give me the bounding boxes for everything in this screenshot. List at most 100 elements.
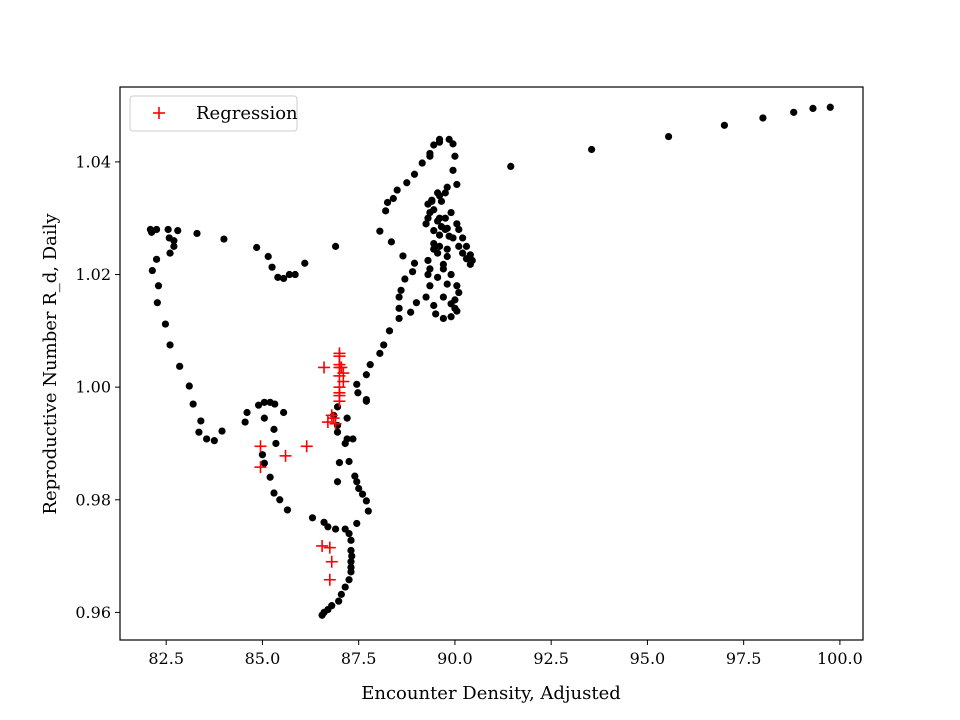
data-point bbox=[424, 256, 432, 265]
data-point bbox=[809, 104, 817, 112]
data-point bbox=[271, 400, 279, 408]
data-point bbox=[439, 314, 447, 323]
data-point bbox=[164, 225, 172, 234]
data-point bbox=[441, 189, 449, 197]
data-point bbox=[243, 408, 251, 417]
data-point bbox=[366, 361, 374, 369]
data-point bbox=[283, 506, 292, 514]
data-point bbox=[426, 282, 434, 290]
data-point bbox=[383, 198, 392, 207]
data-point bbox=[343, 414, 351, 422]
data-point bbox=[426, 152, 434, 160]
data-point bbox=[270, 425, 278, 433]
data-point bbox=[382, 207, 390, 215]
regression-point bbox=[300, 440, 313, 453]
data-point bbox=[790, 108, 798, 116]
data-point bbox=[443, 183, 451, 191]
y-axis-label: Reproductive Number R_d, Daily bbox=[40, 213, 61, 515]
data-point bbox=[385, 327, 394, 335]
data-point bbox=[455, 242, 463, 250]
data-point bbox=[449, 166, 457, 174]
regression-point bbox=[254, 440, 267, 453]
x-tick-label: 85.0 bbox=[245, 649, 281, 668]
data-point bbox=[424, 270, 432, 279]
plot-marks bbox=[146, 103, 834, 619]
data-point bbox=[266, 473, 274, 481]
data-point bbox=[447, 270, 455, 279]
data-point bbox=[345, 457, 353, 466]
data-point bbox=[270, 489, 278, 497]
regression-point bbox=[323, 541, 336, 554]
data-point bbox=[459, 234, 467, 242]
y-tick-label: 1.00 bbox=[75, 378, 111, 397]
data-point bbox=[455, 225, 463, 234]
x-tick-label: 95.0 bbox=[630, 649, 666, 668]
data-point bbox=[301, 259, 309, 267]
data-point bbox=[364, 507, 372, 515]
data-point bbox=[154, 282, 163, 290]
data-point bbox=[197, 417, 205, 425]
data-point bbox=[185, 382, 193, 390]
data-point bbox=[410, 259, 419, 267]
data-point bbox=[403, 179, 411, 187]
data-point bbox=[174, 226, 182, 235]
x-tick-label: 90.0 bbox=[437, 649, 473, 668]
data-point bbox=[260, 414, 268, 422]
regression-point bbox=[318, 361, 331, 374]
data-point bbox=[435, 138, 444, 146]
data-point bbox=[355, 484, 363, 493]
data-point bbox=[447, 208, 455, 217]
data-point bbox=[376, 227, 384, 235]
data-point bbox=[260, 459, 268, 467]
data-point bbox=[362, 497, 370, 505]
legend-label-regression: Regression bbox=[196, 103, 298, 124]
data-point bbox=[272, 439, 280, 448]
regression-point bbox=[325, 409, 338, 422]
data-point bbox=[153, 299, 161, 307]
data-point bbox=[389, 194, 397, 203]
data-point bbox=[189, 400, 197, 408]
x-tick-label: 100.0 bbox=[817, 649, 863, 668]
data-point bbox=[439, 293, 447, 301]
data-point bbox=[161, 320, 170, 328]
data-point bbox=[430, 141, 438, 149]
data-point bbox=[193, 229, 201, 238]
data-point bbox=[428, 197, 436, 205]
regression-point bbox=[323, 573, 336, 586]
plot-area-frame bbox=[119, 86, 864, 641]
data-point bbox=[462, 255, 471, 263]
data-point bbox=[435, 231, 444, 239]
data-point bbox=[453, 282, 461, 290]
data-point bbox=[439, 260, 447, 268]
data-point bbox=[353, 478, 361, 486]
data-point bbox=[447, 313, 455, 321]
data-point bbox=[395, 293, 403, 301]
legend-box bbox=[129, 95, 298, 132]
data-point bbox=[720, 121, 729, 129]
data-point bbox=[264, 252, 272, 261]
data-point bbox=[276, 496, 284, 504]
data-point bbox=[380, 341, 388, 349]
regression-point bbox=[333, 395, 346, 408]
y-tick-label: 0.98 bbox=[75, 490, 111, 509]
regression-point bbox=[335, 361, 348, 374]
data-point bbox=[434, 217, 442, 225]
data-point bbox=[443, 280, 451, 288]
data-point bbox=[358, 490, 367, 498]
data-point bbox=[291, 270, 299, 279]
data-point bbox=[449, 140, 457, 148]
data-point bbox=[376, 349, 384, 357]
data-point bbox=[397, 286, 405, 294]
y-tick-label: 1.02 bbox=[75, 265, 111, 284]
data-point bbox=[347, 568, 355, 576]
data-point bbox=[453, 220, 461, 228]
data-point bbox=[441, 214, 449, 222]
data-point bbox=[407, 308, 415, 316]
data-point bbox=[335, 459, 344, 467]
data-point bbox=[148, 266, 156, 275]
regression-point bbox=[329, 417, 342, 430]
data-point bbox=[347, 536, 355, 544]
data-point bbox=[424, 214, 432, 222]
data-point bbox=[254, 401, 263, 409]
regression-point bbox=[321, 416, 334, 429]
